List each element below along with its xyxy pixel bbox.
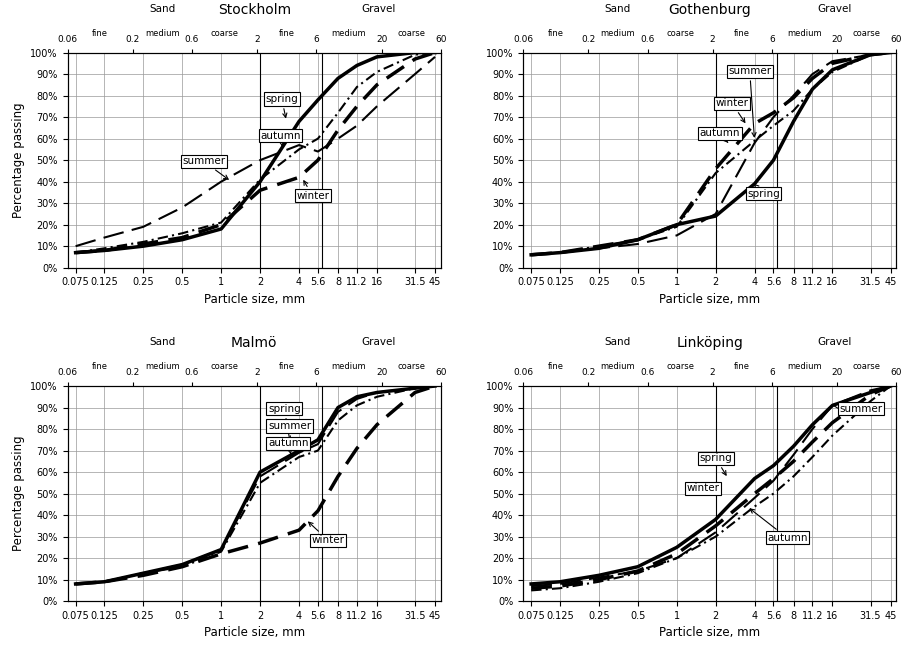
Text: summer: summer bbox=[833, 404, 882, 414]
Text: winter: winter bbox=[687, 484, 720, 495]
Text: medium: medium bbox=[787, 362, 822, 371]
Text: spring: spring bbox=[747, 185, 780, 198]
Text: medium: medium bbox=[145, 28, 179, 37]
Text: medium: medium bbox=[787, 28, 822, 37]
X-axis label: Particle size, mm: Particle size, mm bbox=[660, 626, 760, 639]
Text: fine: fine bbox=[278, 28, 295, 37]
Y-axis label: Percentage passing: Percentage passing bbox=[12, 102, 25, 218]
Y-axis label: Percentage passing: Percentage passing bbox=[12, 436, 25, 551]
Text: medium: medium bbox=[145, 362, 179, 371]
Text: winter: winter bbox=[715, 99, 749, 122]
Title: Linköping: Linköping bbox=[677, 336, 743, 350]
Text: Gravel: Gravel bbox=[361, 337, 396, 348]
Text: medium: medium bbox=[332, 28, 367, 37]
Text: fine: fine bbox=[548, 362, 564, 371]
Text: Gravel: Gravel bbox=[361, 4, 396, 14]
Text: Gravel: Gravel bbox=[817, 4, 851, 14]
Text: autumn: autumn bbox=[260, 131, 301, 146]
X-axis label: Particle size, mm: Particle size, mm bbox=[660, 293, 760, 306]
Text: spring: spring bbox=[699, 453, 733, 475]
Text: fine: fine bbox=[734, 28, 751, 37]
Text: summer: summer bbox=[728, 66, 771, 137]
Text: Gravel: Gravel bbox=[817, 337, 851, 348]
Text: autumn: autumn bbox=[699, 129, 740, 143]
X-axis label: Particle size, mm: Particle size, mm bbox=[204, 626, 305, 639]
Text: fine: fine bbox=[92, 28, 108, 37]
Text: summer: summer bbox=[268, 421, 311, 449]
Text: coarse: coarse bbox=[211, 28, 239, 37]
Text: coarse: coarse bbox=[853, 28, 881, 37]
Title: Malmö: Malmö bbox=[231, 336, 278, 350]
Text: medium: medium bbox=[332, 362, 367, 371]
Text: Sand: Sand bbox=[605, 4, 631, 14]
Text: spring: spring bbox=[266, 94, 298, 118]
Text: coarse: coarse bbox=[666, 28, 694, 37]
Text: winter: winter bbox=[296, 181, 329, 201]
Text: coarse: coarse bbox=[397, 362, 425, 371]
Text: coarse: coarse bbox=[853, 362, 881, 371]
Text: fine: fine bbox=[278, 362, 295, 371]
Text: Sand: Sand bbox=[150, 4, 176, 14]
Text: fine: fine bbox=[548, 28, 564, 37]
Text: medium: medium bbox=[601, 28, 635, 37]
Text: coarse: coarse bbox=[211, 362, 239, 371]
Text: spring: spring bbox=[268, 404, 301, 447]
Title: Stockholm: Stockholm bbox=[218, 3, 291, 16]
Text: winter: winter bbox=[309, 522, 344, 545]
Text: fine: fine bbox=[734, 362, 751, 371]
Title: Gothenburg: Gothenburg bbox=[669, 3, 751, 16]
Text: fine: fine bbox=[92, 362, 108, 371]
Text: summer: summer bbox=[182, 156, 228, 179]
Text: coarse: coarse bbox=[666, 362, 694, 371]
Text: Sand: Sand bbox=[605, 337, 631, 348]
Text: medium: medium bbox=[601, 362, 635, 371]
Text: Sand: Sand bbox=[150, 337, 176, 348]
Text: coarse: coarse bbox=[397, 28, 425, 37]
X-axis label: Particle size, mm: Particle size, mm bbox=[204, 293, 305, 306]
Text: autumn: autumn bbox=[751, 509, 807, 543]
Text: autumn: autumn bbox=[268, 438, 308, 453]
